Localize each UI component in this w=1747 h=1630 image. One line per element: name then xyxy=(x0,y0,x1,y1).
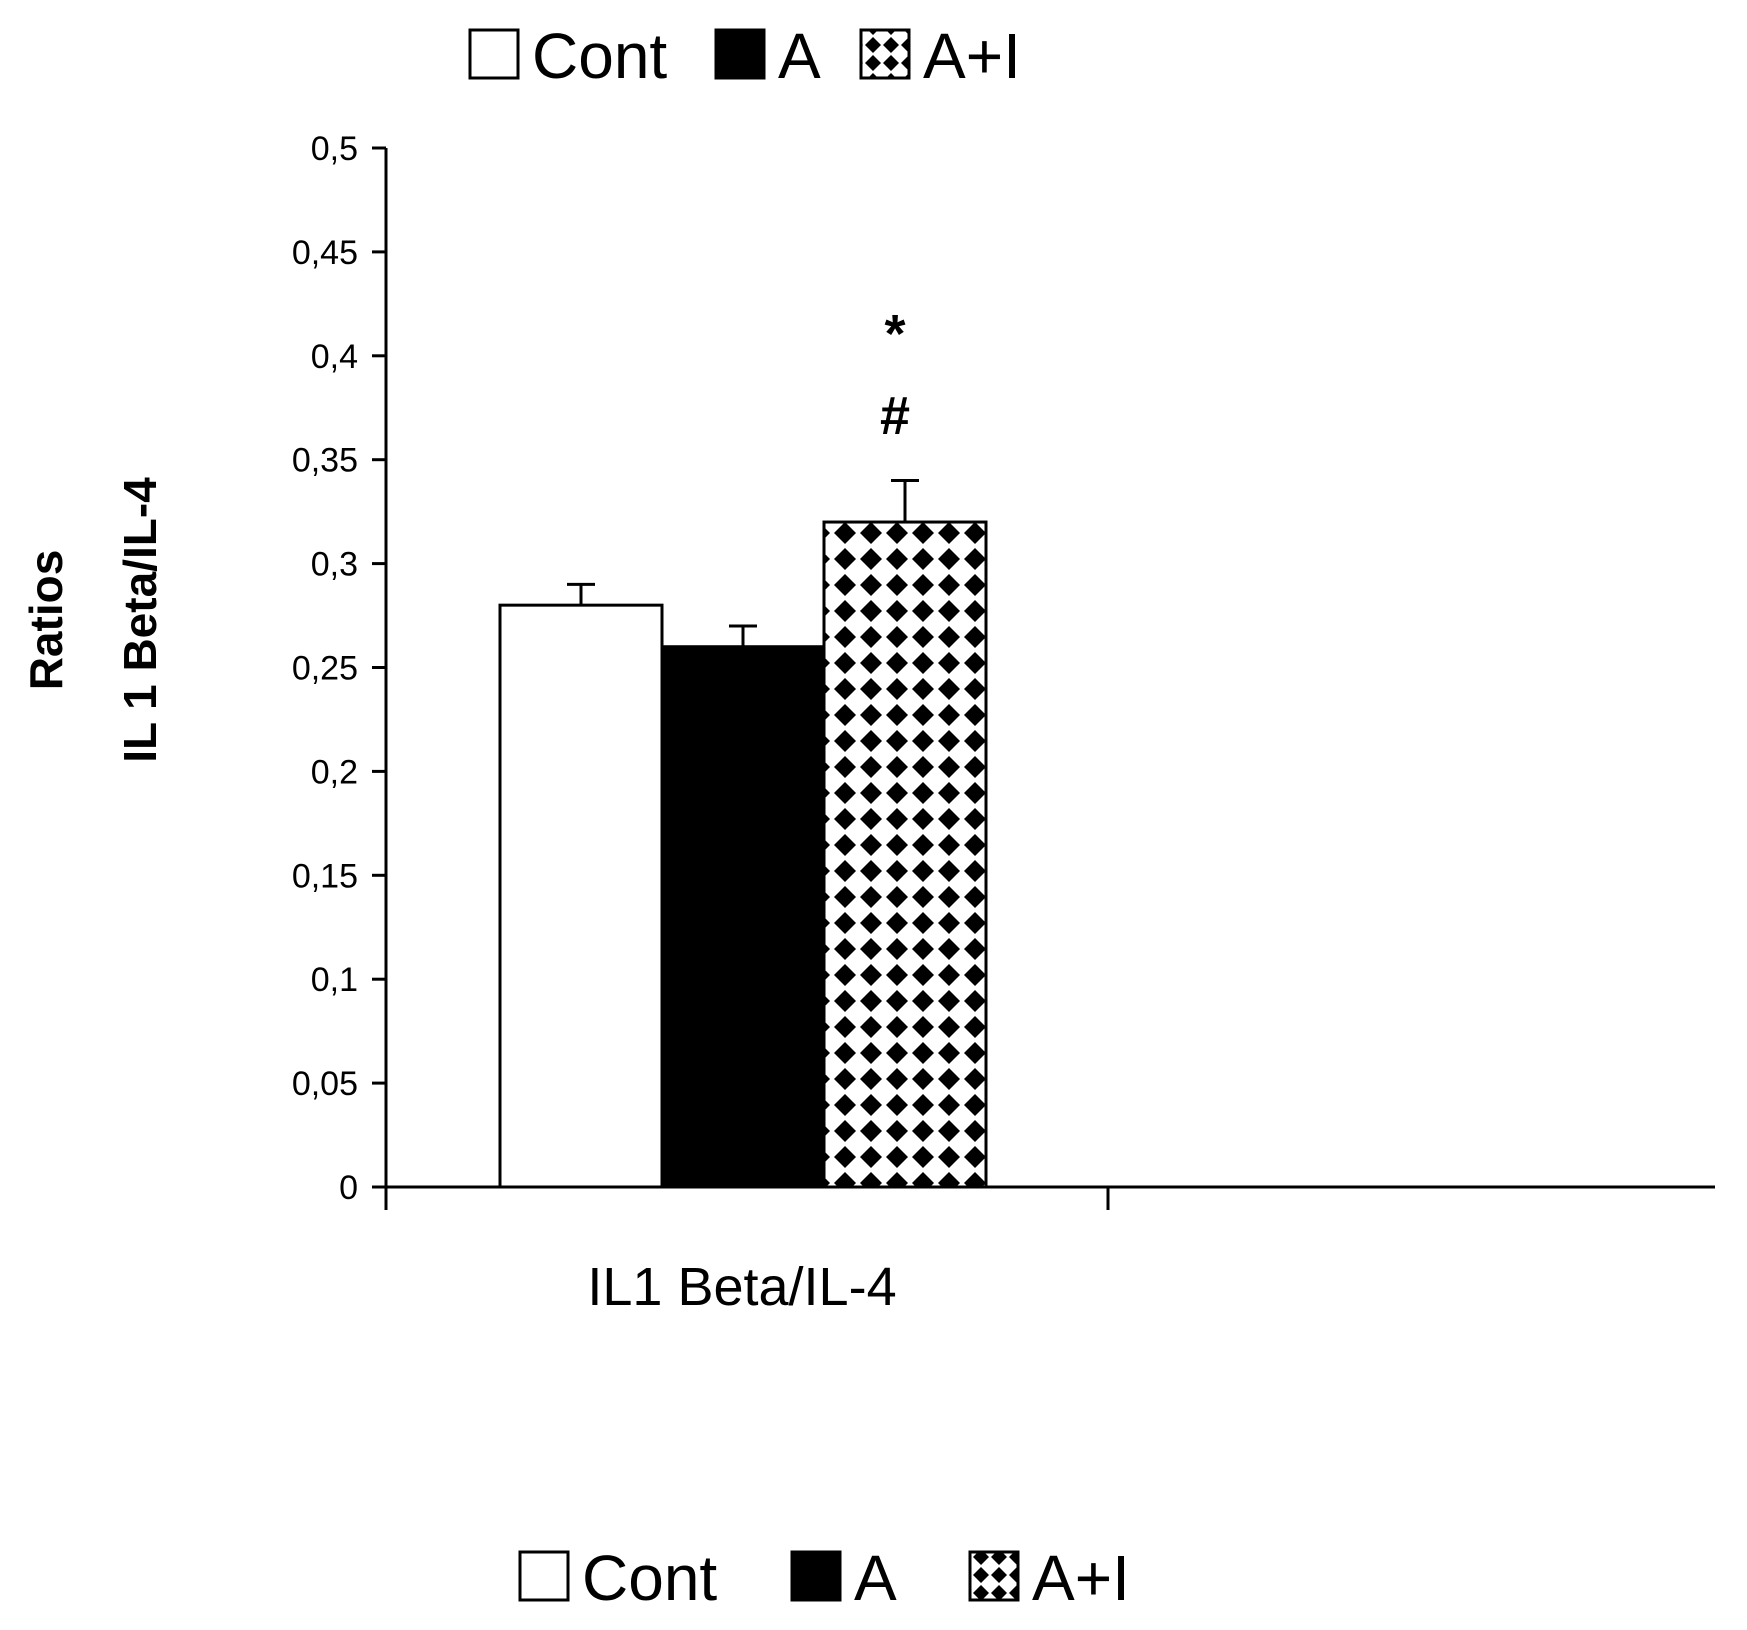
significance-mark: * xyxy=(884,304,905,364)
legend-label: A+I xyxy=(923,20,1021,92)
legend-top: Cont A A+I xyxy=(468,20,1021,92)
y-tick-label: 0,45 xyxy=(292,234,358,272)
bars xyxy=(498,520,988,1189)
legend-label: A xyxy=(778,20,821,92)
legend-bottom: Cont A A+I xyxy=(518,1542,1130,1614)
legend-swatch-a-i xyxy=(968,1550,1020,1602)
legend-label: A xyxy=(854,1542,897,1614)
y-tick-label: 0,1 xyxy=(311,961,358,999)
legend-label: Cont xyxy=(532,20,667,92)
legend-swatch-a xyxy=(714,28,766,80)
error-bars xyxy=(567,478,919,647)
legend-label: A+I xyxy=(1032,1542,1130,1614)
significance-mark: # xyxy=(880,386,910,446)
y-tick-label: 0 xyxy=(339,1169,358,1207)
legend-swatch-cont xyxy=(468,28,520,80)
y-tick-label: 0,25 xyxy=(292,650,358,688)
y-tick-label: 0,4 xyxy=(311,338,358,376)
legend-label: Cont xyxy=(582,1542,717,1614)
x-category-label: IL1 Beta/IL-4 xyxy=(587,1257,896,1317)
significance-annotations: *# xyxy=(880,304,910,446)
legend-swatch-cont xyxy=(518,1550,570,1602)
y-tick-label: 0,35 xyxy=(292,442,358,480)
bar-a xyxy=(660,645,826,1189)
legend-swatch-a xyxy=(790,1550,842,1602)
y-axis-label-line-1: Ratios xyxy=(20,550,72,691)
y-tick-label: 0,15 xyxy=(292,857,358,895)
bar-a-i xyxy=(822,520,988,1189)
y-tick-label: 0,05 xyxy=(292,1065,358,1103)
legend-swatch-a-i xyxy=(859,28,911,80)
y-tick-label: 0,5 xyxy=(311,130,358,168)
y-axis-label-line-2: IL 1 Beta/IL-4 xyxy=(114,477,166,763)
bar-cont xyxy=(498,603,664,1189)
y-tick-label: 0,2 xyxy=(311,753,358,791)
x-axis xyxy=(386,1185,1715,1210)
y-tick-label: 0,3 xyxy=(311,546,358,584)
y-axis: 0 0,05 0,1 0,15 0,2 0,25 0,3 0,35 0,4 0,45 0,5 xyxy=(292,130,388,1210)
